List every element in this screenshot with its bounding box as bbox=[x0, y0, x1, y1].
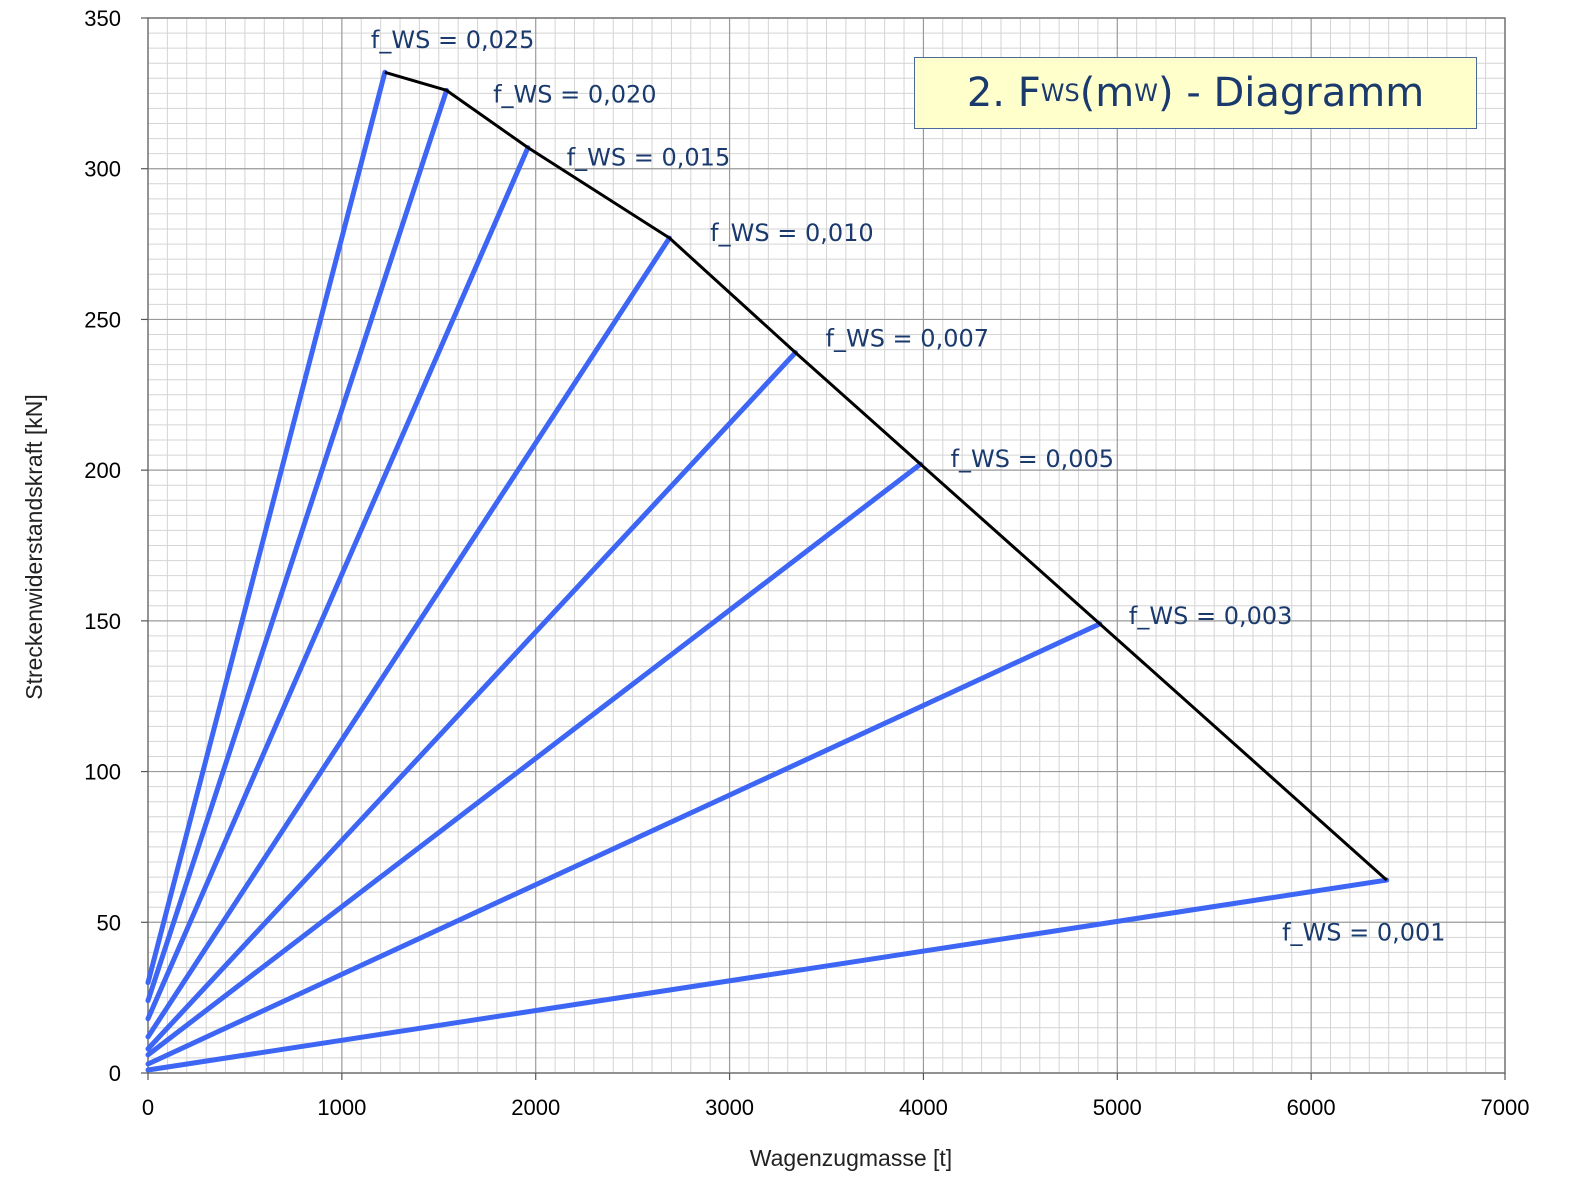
series-annotation-label: f_WS = 0,020 bbox=[493, 80, 656, 108]
series-line bbox=[145, 461, 924, 1058]
x-tick-label: 2000 bbox=[511, 1095, 560, 1120]
series-annotation-label: f_WS = 0,005 bbox=[951, 445, 1115, 473]
y-tick-label: 350 bbox=[84, 6, 121, 31]
series-line bbox=[145, 877, 1390, 1073]
series-annotation-label: f_WS = 0,015 bbox=[567, 144, 731, 172]
series-line bbox=[145, 145, 531, 1022]
y-tick-label: 200 bbox=[84, 458, 121, 483]
x-tick-label: 4000 bbox=[899, 1095, 948, 1120]
x-tick-label: 1000 bbox=[317, 1095, 366, 1120]
x-axis-title: Wagenzugmasse [t] bbox=[750, 1145, 952, 1171]
y-axis-ticks: 0 50 100 150 200 250 300 350 bbox=[84, 6, 148, 1086]
series-line bbox=[145, 69, 388, 986]
chart-title-prefix: 2. F bbox=[966, 70, 1041, 116]
x-tick-label: 5000 bbox=[1093, 1095, 1142, 1120]
series-line bbox=[145, 87, 450, 1004]
x-tick-label: 6000 bbox=[1287, 1095, 1336, 1120]
chart-title-sub-w: W bbox=[1134, 79, 1158, 107]
x-tick-label: 0 bbox=[142, 1095, 154, 1120]
chart-title: 2. F WS (m W) - Diagramm bbox=[914, 57, 1477, 129]
envelope-line bbox=[384, 70, 1388, 882]
chart-title-middle: (m bbox=[1079, 70, 1135, 116]
envelope-curve bbox=[384, 70, 1388, 882]
series-annotation-label: f_WS = 0,001 bbox=[1282, 918, 1446, 946]
series-annotation-label: f_WS = 0,025 bbox=[371, 26, 534, 54]
y-axis-title: Streckenwiderstandskraft [kN] bbox=[21, 394, 47, 700]
y-tick-label: 0 bbox=[109, 1061, 121, 1086]
chart-title-suffix: ) - Diagramm bbox=[1158, 70, 1425, 116]
series-line bbox=[145, 235, 672, 1040]
series-annotation-label: f_WS = 0,003 bbox=[1129, 602, 1293, 630]
y-tick-label: 100 bbox=[84, 760, 121, 785]
x-tick-label: 7000 bbox=[1481, 1095, 1530, 1120]
y-tick-label: 300 bbox=[84, 157, 121, 182]
x-axis-ticks: 0 1000 2000 3000 4000 5000 6000 7000 bbox=[142, 1073, 1530, 1120]
series-annotation-label: f_WS = 0,010 bbox=[710, 219, 874, 247]
minor-grid bbox=[148, 18, 1505, 1073]
chart-title-sub-ws: WS bbox=[1040, 79, 1080, 107]
series-lines bbox=[145, 69, 1390, 1073]
plot-area-frame bbox=[147, 17, 1506, 1074]
series-annotation-label: f_WS = 0,007 bbox=[826, 325, 990, 353]
y-tick-label: 50 bbox=[97, 910, 121, 935]
series-line bbox=[145, 621, 1103, 1067]
series-line bbox=[145, 350, 798, 1052]
y-tick-label: 150 bbox=[84, 609, 121, 634]
y-tick-label: 250 bbox=[84, 307, 121, 332]
series-annotations: f_WS = 0,025 f_WS = 0,020 f_WS = 0,015 f_WS… bbox=[371, 26, 1446, 946]
x-tick-label: 3000 bbox=[705, 1095, 754, 1120]
